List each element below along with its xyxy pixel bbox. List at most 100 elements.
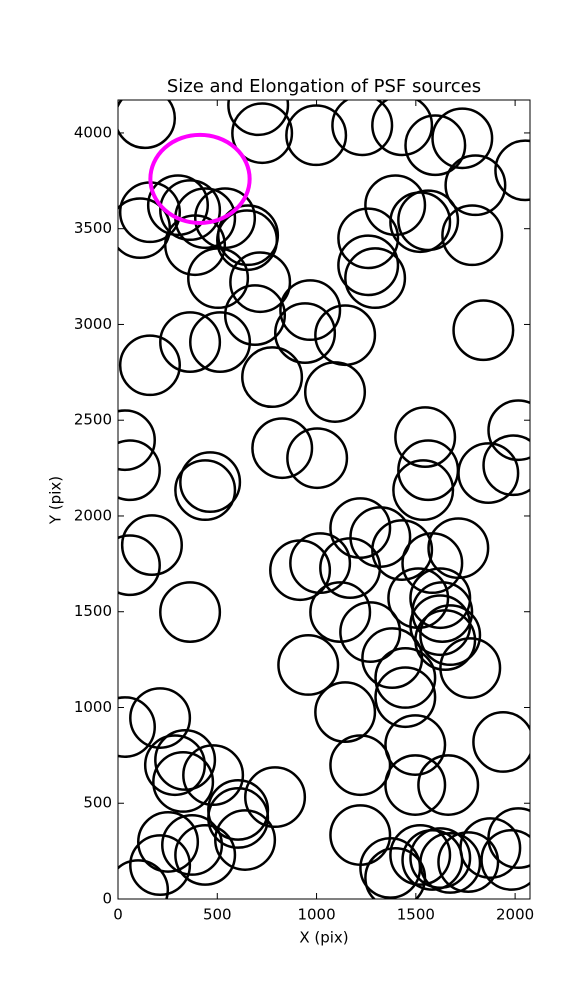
psf-ellipse (487, 399, 530, 462)
psf-ellipse (394, 406, 457, 469)
psf-ellipse (118, 100, 177, 150)
chart-title: Size and Elongation of PSF sources (167, 76, 481, 97)
psf-ellipse (223, 284, 287, 347)
psf-ellipse (472, 711, 530, 773)
psf-ellipse (444, 154, 507, 217)
psf-ellipse (337, 234, 400, 297)
x-axis-label: X (pix) (299, 929, 348, 947)
psf-ellipse (487, 807, 530, 870)
psf-ellipse (159, 311, 222, 374)
psf-ellipse (231, 102, 294, 165)
psf-ellipse (419, 832, 482, 894)
x-tick-label: 500 (203, 906, 232, 924)
y-tick-label: 1000 (74, 698, 112, 716)
x-tick-label: 1000 (297, 906, 335, 924)
psf-ellipse (337, 207, 400, 270)
psf-ellipse (118, 696, 156, 758)
y-tick-label: 3500 (74, 219, 112, 237)
psf-ellipse (374, 647, 437, 709)
psf-ellipse (279, 279, 342, 342)
psf-ellipse (457, 442, 520, 505)
psf-ellipse (159, 581, 222, 644)
psf-ellipse (227, 100, 290, 137)
psf-ellipse (329, 804, 392, 866)
psf-ellipse (480, 829, 530, 891)
psf-ellipse (427, 517, 490, 580)
x-tick-label: 1500 (397, 906, 435, 924)
psf-ellipse (417, 754, 480, 816)
y-tick-label: 500 (83, 794, 112, 812)
psf-ellipse (152, 751, 215, 813)
psf-ellipse (148, 132, 252, 225)
psf-ellipse (274, 302, 337, 365)
psf-ellipse (392, 459, 455, 522)
psf-ellipse (164, 214, 227, 277)
y-tick-label: 4000 (74, 123, 112, 141)
psf-ellipse (174, 459, 237, 522)
psf-ellipse (303, 361, 367, 423)
psf-ellipse (384, 754, 447, 816)
x-tick-label: 2000 (496, 906, 534, 924)
y-tick-label: 2000 (74, 506, 112, 524)
psf-ellipse (374, 666, 437, 729)
psf-ellipse (244, 766, 307, 829)
psf-ellipse (482, 434, 530, 497)
psf-ellipse (409, 567, 472, 630)
plot-area (118, 100, 530, 899)
psf-ellipse (431, 107, 494, 170)
psf-ellipse (339, 601, 402, 663)
psf-ellipse (129, 834, 192, 897)
psf-ellipse (143, 734, 207, 797)
psf-ellipse (118, 334, 182, 397)
psf-ellipse (329, 734, 392, 797)
psf-ellipse (459, 817, 522, 879)
psf-ellipse (118, 534, 161, 597)
psf-ellipse (120, 514, 183, 577)
psf-ellipse (344, 247, 407, 310)
psf-ellipse (314, 681, 377, 744)
psf-ellipse (286, 427, 349, 490)
psf-ellipse (309, 581, 372, 644)
psf-ellipse (439, 637, 502, 699)
psf-ellipse (137, 810, 200, 873)
psf-ellipse (404, 114, 467, 177)
psf-ellipse (174, 824, 237, 886)
psf-ellipse (118, 409, 156, 472)
psf-ellipse (371, 519, 434, 581)
psf-ellipse (182, 744, 245, 807)
psf-ellipse (414, 609, 477, 672)
psf-ellipse (441, 204, 504, 267)
psf-ellipse (494, 139, 530, 202)
y-tick-label: 2500 (74, 411, 112, 429)
psf-ellipse (159, 179, 222, 242)
psf-ellipse (397, 439, 460, 502)
psf-ellipse (452, 299, 515, 362)
y-tick-label: 1500 (74, 602, 112, 620)
psf-ellipse (397, 189, 460, 252)
psf-ellipse (364, 174, 427, 237)
psf-ellipse (161, 814, 224, 876)
psf-ellipse (189, 311, 252, 374)
y-tick-label: 3000 (74, 315, 112, 333)
psf-ellipse (251, 417, 314, 480)
psf-ellipse (229, 251, 292, 314)
psf-ellipse (207, 787, 270, 849)
plot-frame (117, 99, 531, 900)
psf-ellipse (129, 687, 192, 749)
psf-ellipse (146, 174, 209, 237)
psf-ellipse (118, 859, 170, 899)
psf-ellipse (241, 346, 304, 409)
psf-ellipse (384, 714, 447, 776)
psf-ellipse (331, 100, 394, 157)
psf-ellipse (118, 439, 161, 502)
psf-ellipse (409, 827, 472, 889)
psf-ellipse (214, 809, 277, 871)
psf-ellipse (277, 634, 340, 696)
y-tick-label: 0 (102, 890, 112, 908)
psf-ellipse (187, 247, 250, 310)
psf-ellipse (371, 100, 434, 157)
psf-ellipse (179, 451, 242, 514)
psf-ellipse (154, 729, 217, 791)
